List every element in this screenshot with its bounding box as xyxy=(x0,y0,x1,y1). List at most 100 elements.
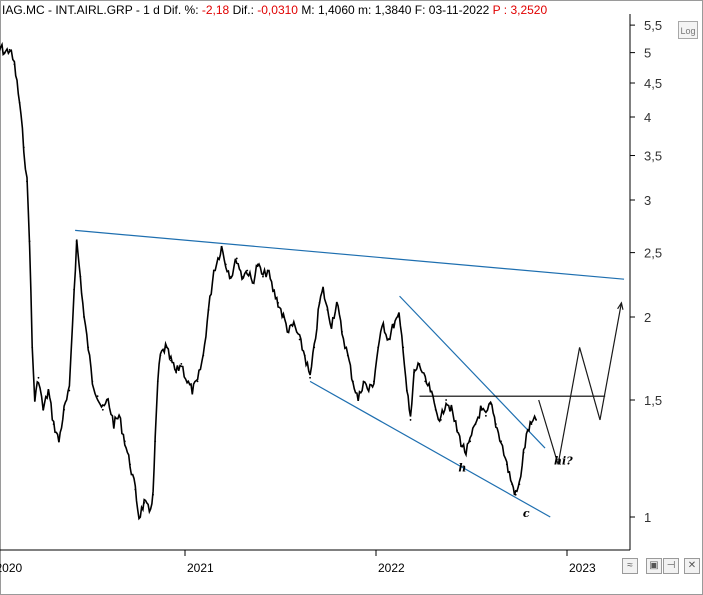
price-point xyxy=(138,516,140,518)
trendline-1 xyxy=(75,229,625,280)
price-point xyxy=(212,269,215,272)
price-point xyxy=(405,389,408,392)
price-point xyxy=(424,380,427,383)
price-point xyxy=(47,389,50,392)
price-point xyxy=(22,146,25,149)
price-point xyxy=(75,240,78,243)
max-value: 1,4060 xyxy=(318,3,355,17)
price-point xyxy=(224,263,227,266)
y-tick-label: 2,5 xyxy=(644,246,662,261)
wave-icon[interactable]: ≈ xyxy=(622,558,638,574)
price-point xyxy=(500,440,502,443)
price-point xyxy=(175,371,178,374)
price-point xyxy=(148,510,151,513)
price-point xyxy=(87,346,90,349)
price-point xyxy=(230,275,232,278)
price-point xyxy=(530,423,533,425)
price-point xyxy=(526,429,529,432)
price-point xyxy=(134,488,137,491)
price-point xyxy=(129,463,131,466)
price-point xyxy=(429,389,432,392)
x-tick-label: 2022 xyxy=(378,561,405,575)
price-point xyxy=(28,240,31,243)
y-tick-label: 3 xyxy=(644,193,651,208)
price-point xyxy=(518,483,521,486)
trendline-2 xyxy=(309,380,551,518)
price-point xyxy=(152,493,154,496)
date-label: F: xyxy=(414,3,426,17)
price-point xyxy=(373,380,375,383)
wave-label-h: h xyxy=(458,462,466,475)
price-point xyxy=(439,419,442,421)
symbol: IAG.MC xyxy=(2,3,45,17)
price-point xyxy=(31,346,34,349)
pct-change-label: Dif. %: xyxy=(163,3,199,17)
price-series-line xyxy=(0,41,537,521)
price-point xyxy=(387,338,390,341)
price-point xyxy=(202,354,205,357)
projection-arrowhead xyxy=(617,301,624,310)
price-point xyxy=(169,359,172,362)
price-point xyxy=(313,346,316,349)
price-point xyxy=(246,269,249,272)
price-point xyxy=(402,346,405,349)
price-point xyxy=(318,302,321,304)
price-point xyxy=(18,102,21,104)
price-point xyxy=(505,463,508,466)
price-point xyxy=(292,323,295,326)
price-point xyxy=(461,444,464,447)
price-point xyxy=(392,323,395,326)
price-point xyxy=(8,48,11,51)
price-point xyxy=(3,51,6,54)
y-tick-label: 5 xyxy=(644,46,651,61)
y-tick-label: 4,5 xyxy=(644,76,662,91)
price-point xyxy=(287,330,290,333)
pin-icon[interactable]: ⊣ xyxy=(663,558,679,574)
price-point xyxy=(256,263,259,266)
price-point xyxy=(123,440,126,443)
price-point xyxy=(217,257,219,260)
change-value: -0,0310 xyxy=(257,3,298,17)
price-point xyxy=(474,423,477,425)
price-point xyxy=(118,414,120,417)
price-point xyxy=(154,440,157,443)
price-point xyxy=(303,354,306,357)
price-point xyxy=(514,493,517,496)
y-tick-label: 4 xyxy=(644,110,651,125)
y-tick-label: 3,5 xyxy=(644,149,662,164)
price-point xyxy=(262,275,264,278)
log-scale-toggle[interactable]: Log xyxy=(678,21,698,39)
price-value: 3,2520 xyxy=(510,3,548,17)
price-point xyxy=(0,46,2,48)
price-point xyxy=(57,440,60,443)
price-point xyxy=(96,395,99,398)
price-point xyxy=(180,362,183,365)
price-point xyxy=(272,288,274,291)
price-point xyxy=(489,402,492,405)
price-point xyxy=(330,323,333,326)
price-point xyxy=(309,376,311,379)
price-point xyxy=(326,308,329,311)
price-point xyxy=(13,63,16,66)
price-point xyxy=(33,399,36,401)
save-icon[interactable]: ▣ xyxy=(646,558,662,574)
price-point xyxy=(469,440,472,443)
price-point xyxy=(282,316,285,318)
trendline-3 xyxy=(399,295,546,449)
price-point xyxy=(73,288,75,291)
price-point xyxy=(159,354,162,357)
y-tick-label: 5,5 xyxy=(644,18,662,33)
projection-path xyxy=(538,302,622,465)
x-tick-label: 2021 xyxy=(187,561,214,575)
price-point xyxy=(522,451,525,454)
price-point xyxy=(143,502,146,504)
quote-header: IAG.MC - INT.AIRL.GRP - 1 d Dif. %: -2,1… xyxy=(2,3,548,17)
price-point xyxy=(63,408,66,411)
price-point xyxy=(450,408,453,411)
period: 1 d xyxy=(143,3,160,17)
price-point xyxy=(207,308,210,311)
close-icon[interactable]: ✕ xyxy=(684,558,700,574)
price-point xyxy=(26,180,28,183)
